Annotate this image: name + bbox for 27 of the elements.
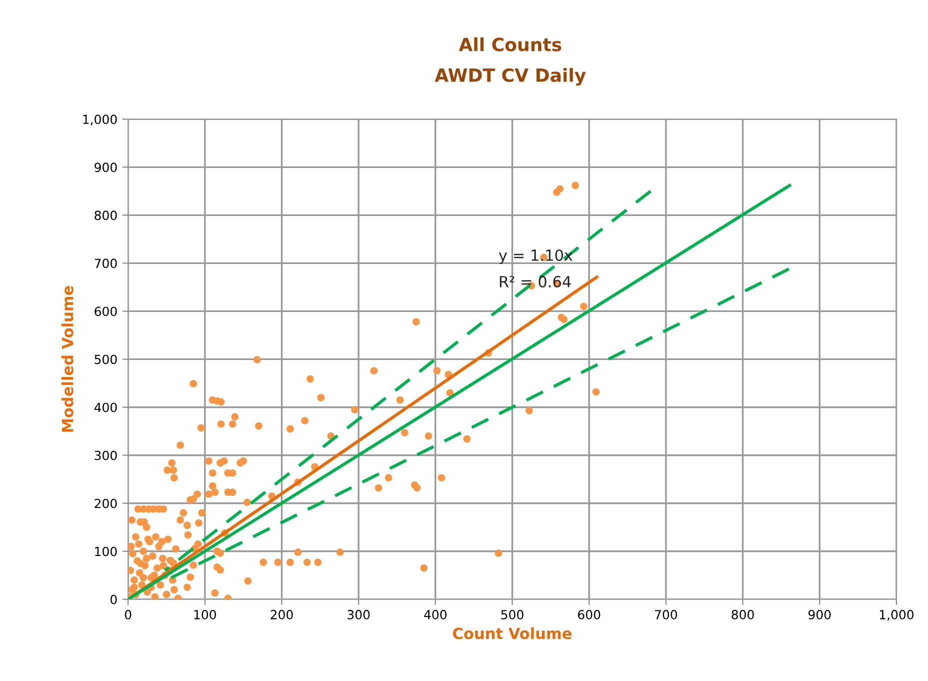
x-tick-label: 0 xyxy=(124,610,132,620)
y-tick-label: 0 xyxy=(110,594,117,604)
y-tick-label: 300 xyxy=(94,450,117,460)
y-axis-title: Modelled Volume xyxy=(62,286,74,432)
y-tick-label: 800 xyxy=(94,210,117,220)
x-axis-title: Count Volume xyxy=(453,627,572,640)
x-tick-label: 1,000 xyxy=(880,610,914,621)
chart-title: All Counts xyxy=(458,37,562,52)
y-tick-label: 400 xyxy=(94,402,117,412)
x-tick-label: 800 xyxy=(732,610,754,620)
x-tick-label: 700 xyxy=(655,610,678,620)
y-tick-label: 1,000 xyxy=(83,114,117,126)
x-tick-label: 600 xyxy=(578,610,600,620)
x-tick-label: 200 xyxy=(270,610,293,620)
x-tick-label: 900 xyxy=(808,610,831,620)
y-tick-label: 600 xyxy=(94,306,117,316)
y-tick-label: 100 xyxy=(95,546,117,556)
y-tick-label: 200 xyxy=(94,498,117,508)
x-tick-label: 500 xyxy=(501,610,524,620)
x-tick-label: 400 xyxy=(424,610,447,620)
x-tick-label: 100 xyxy=(194,610,216,620)
x-tick-label: 300 xyxy=(348,610,370,620)
chart-subtitle: AWDT CV Daily xyxy=(434,68,586,86)
y-tick-label: 700 xyxy=(94,258,117,268)
annotation: R² = 0.64 xyxy=(500,276,571,288)
y-tick-label: 900 xyxy=(94,162,117,172)
y-tick-label: 500 xyxy=(94,354,117,364)
